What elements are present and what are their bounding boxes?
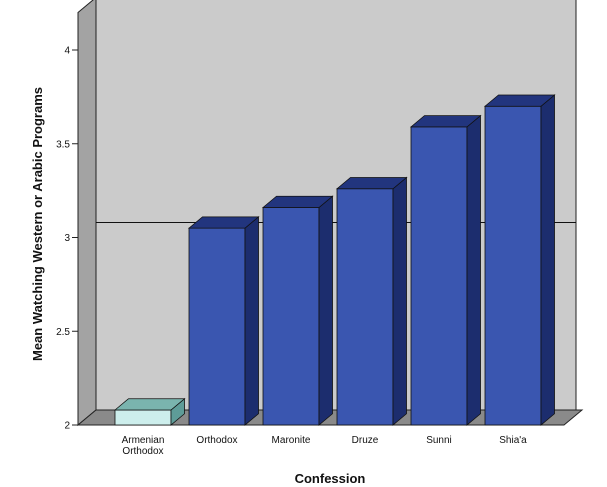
x-tick-label: Orthodox — [122, 446, 163, 457]
bar-top — [261, 195, 334, 208]
bar-group — [261, 195, 334, 426]
y-tick-label: 3 — [64, 233, 70, 244]
bar-top — [409, 115, 482, 128]
y-tick-label: 3.5 — [56, 139, 70, 150]
y-axis-title: Mean Watching Western or Arabic Programs — [30, 87, 45, 361]
bar-side — [244, 216, 259, 426]
bar-side — [540, 94, 555, 426]
bar-side — [392, 176, 407, 426]
bar — [336, 188, 394, 426]
bar — [114, 409, 172, 426]
bar — [484, 105, 542, 426]
bar-side — [466, 114, 481, 426]
y-tick-label: 2.5 — [56, 327, 70, 338]
bar-group — [483, 94, 556, 426]
y-tick-label: 4 — [64, 46, 70, 57]
bar-group — [409, 114, 482, 426]
bar-top — [483, 94, 556, 107]
y-tick-label: 2 — [64, 421, 70, 432]
y-axis: 2 2.5 3 3.5 4 — [56, 46, 78, 432]
bar-side — [318, 195, 333, 426]
bar-top — [113, 398, 186, 411]
bar — [188, 227, 246, 426]
x-tick-label: Orthodox — [196, 435, 237, 446]
bar — [262, 207, 320, 426]
x-tick-label: Armenian — [122, 435, 165, 446]
x-axis-title: Confession — [295, 471, 366, 486]
x-tick-label: Maronite — [272, 435, 311, 446]
left-wall — [77, 0, 97, 427]
bar-group — [335, 176, 408, 426]
bar-group — [187, 216, 260, 426]
bar-group — [113, 397, 186, 426]
x-tick-label: Sunni — [426, 435, 452, 446]
bars — [113, 94, 556, 426]
x-tick-label: Shia'a — [499, 435, 527, 446]
bar — [410, 126, 468, 426]
bar-top — [335, 177, 408, 190]
x-tick-label: Druze — [352, 435, 379, 446]
bar-top — [187, 216, 260, 229]
